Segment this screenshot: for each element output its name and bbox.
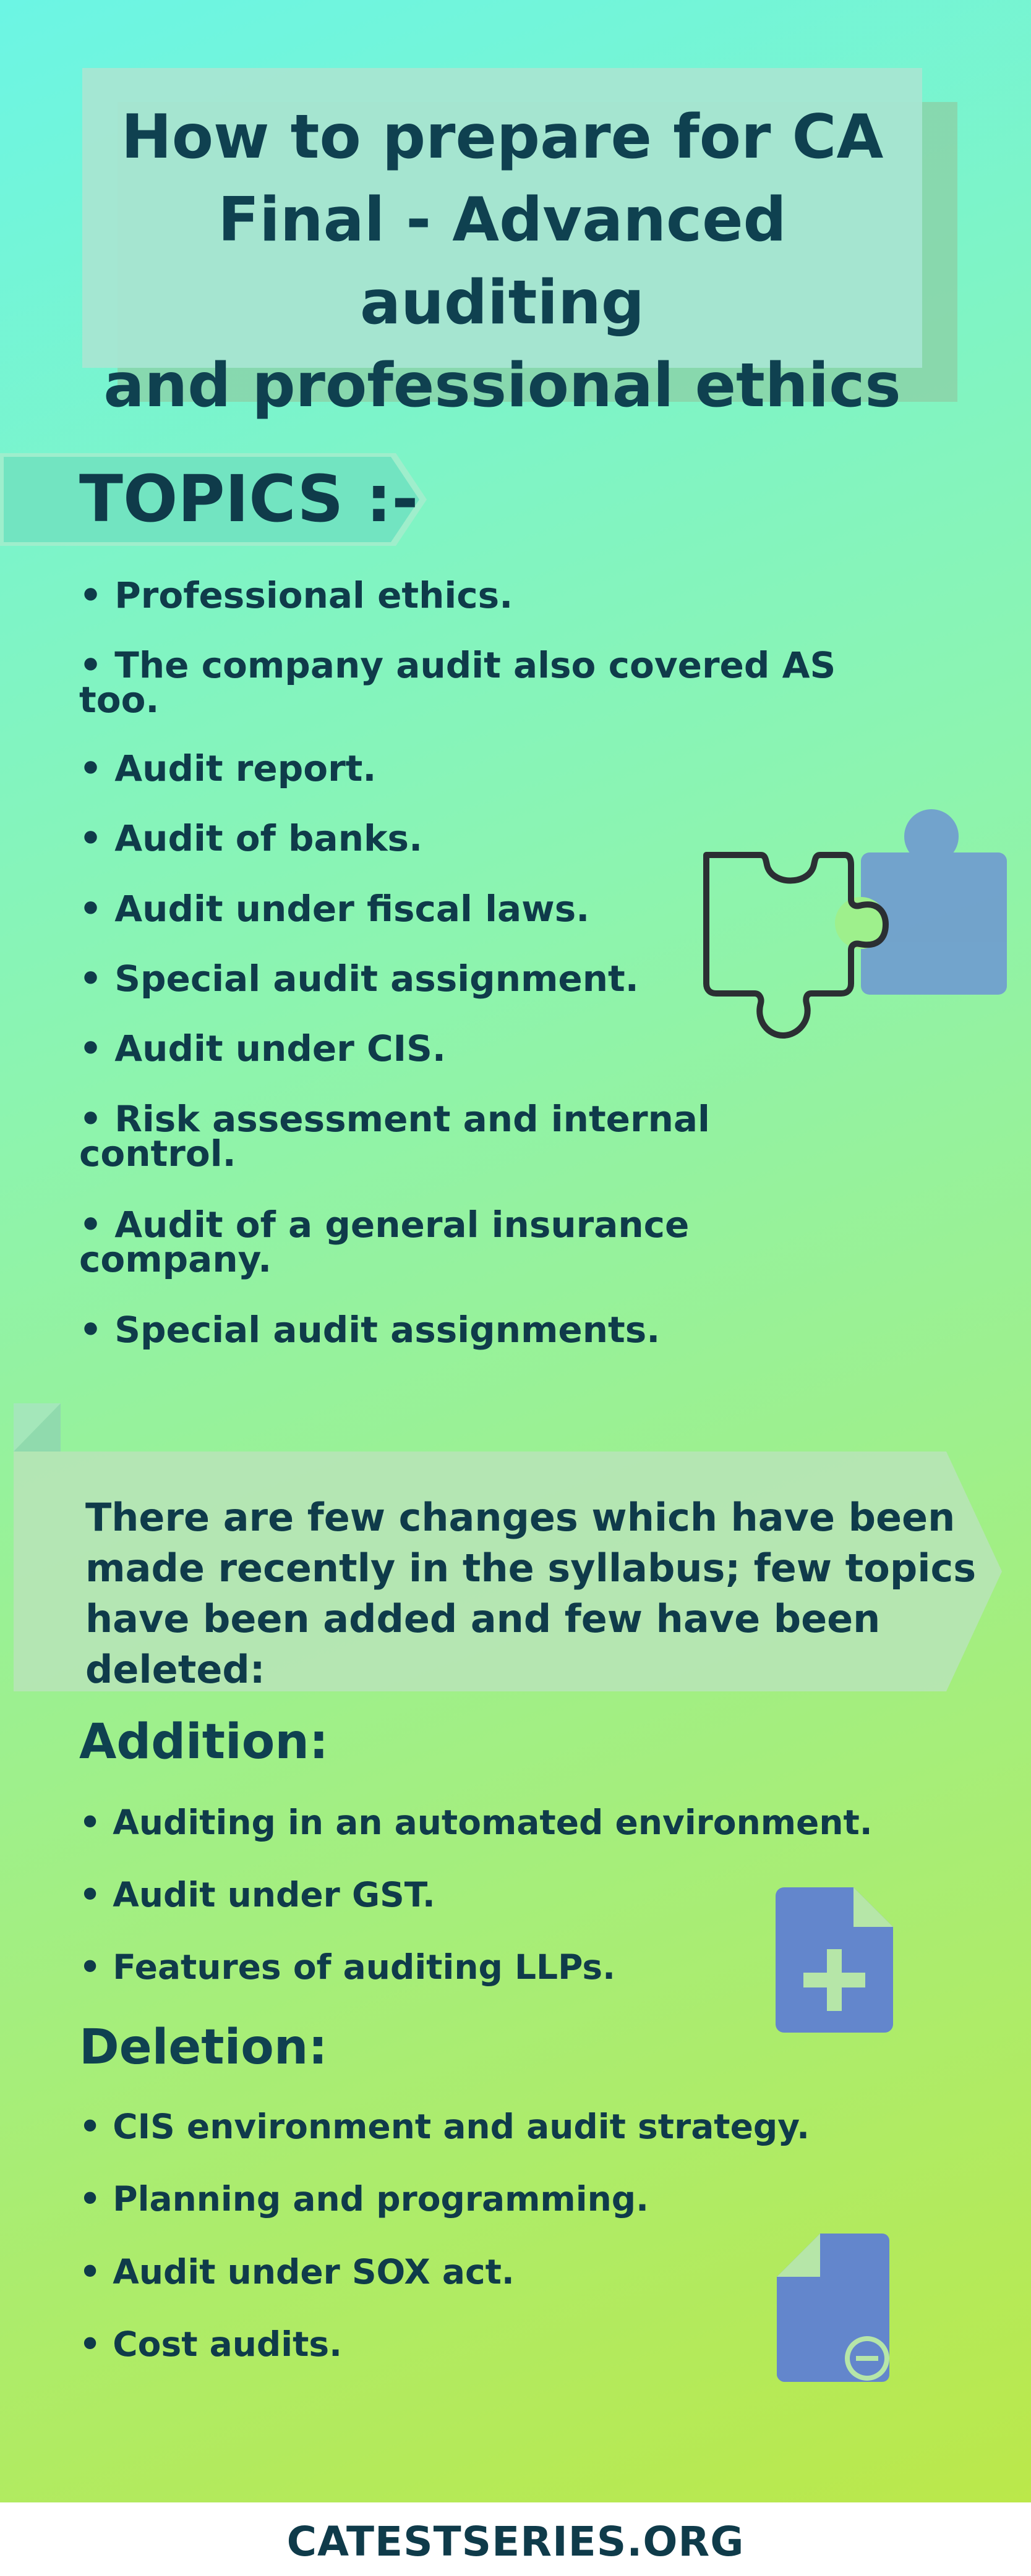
- list-item: • Audit under SOX act.: [79, 2252, 515, 2292]
- list-item: • CIS environment and audit strategy.: [79, 2107, 810, 2146]
- list-item: • Cost audits.: [79, 2324, 343, 2364]
- list-item: • Audit under fiscal laws.: [79, 888, 590, 930]
- addition-heading: Addition:: [79, 1714, 329, 1770]
- title-line-1: How to prepare for CA: [121, 102, 884, 172]
- list-item: • Features of auditing LLPs.: [79, 1947, 616, 1987]
- list-item: • The company audit also covered AS too.: [79, 644, 836, 721]
- list-item: • Audit of banks.: [79, 817, 423, 859]
- footer: CATESTSERIES.ORG: [0, 2502, 1031, 2576]
- deletion-heading: Deletion:: [79, 2020, 328, 2075]
- list-item: • Professional ethics.: [79, 574, 513, 616]
- title-box: [82, 68, 922, 368]
- site-link[interactable]: CATESTSERIES.ORG: [286, 2518, 745, 2565]
- changes-banner: [14, 1403, 1002, 1691]
- page-title: How to prepare for CA Final - Advanced a…: [82, 96, 922, 427]
- infographic-canvas: How to prepare for CA Final - Advanced a…: [0, 0, 1031, 2502]
- topics-banner: [0, 453, 427, 546]
- title-line-2: Final - Advanced auditing: [218, 185, 787, 338]
- list-item: • Special audit assignment.: [79, 958, 639, 1000]
- list-item: • Audit report.: [79, 747, 377, 789]
- topics-heading: TOPICS :-: [79, 461, 419, 537]
- list-item: • Auditing in an automated environment.: [79, 1803, 873, 1842]
- list-item: • Special audit assignments.: [79, 1309, 661, 1351]
- list-item: • Audit of a general insurance company.: [79, 1204, 690, 1280]
- title-line-3: and professional ethics: [103, 351, 901, 421]
- syllabus-changes-note: There are few changes which have been ma…: [85, 1495, 977, 1692]
- file-plus-icon: [776, 1887, 893, 2033]
- list-item: • Audit under GST.: [79, 1875, 435, 1915]
- list-item: • Audit under CIS.: [79, 1027, 446, 1069]
- file-minus-icon: [777, 2234, 889, 2382]
- list-item: • Planning and programming.: [79, 2179, 649, 2219]
- list-item: • Risk assessment and internal control.: [79, 1098, 710, 1175]
- puzzle-pieces-icon: [703, 809, 1007, 1039]
